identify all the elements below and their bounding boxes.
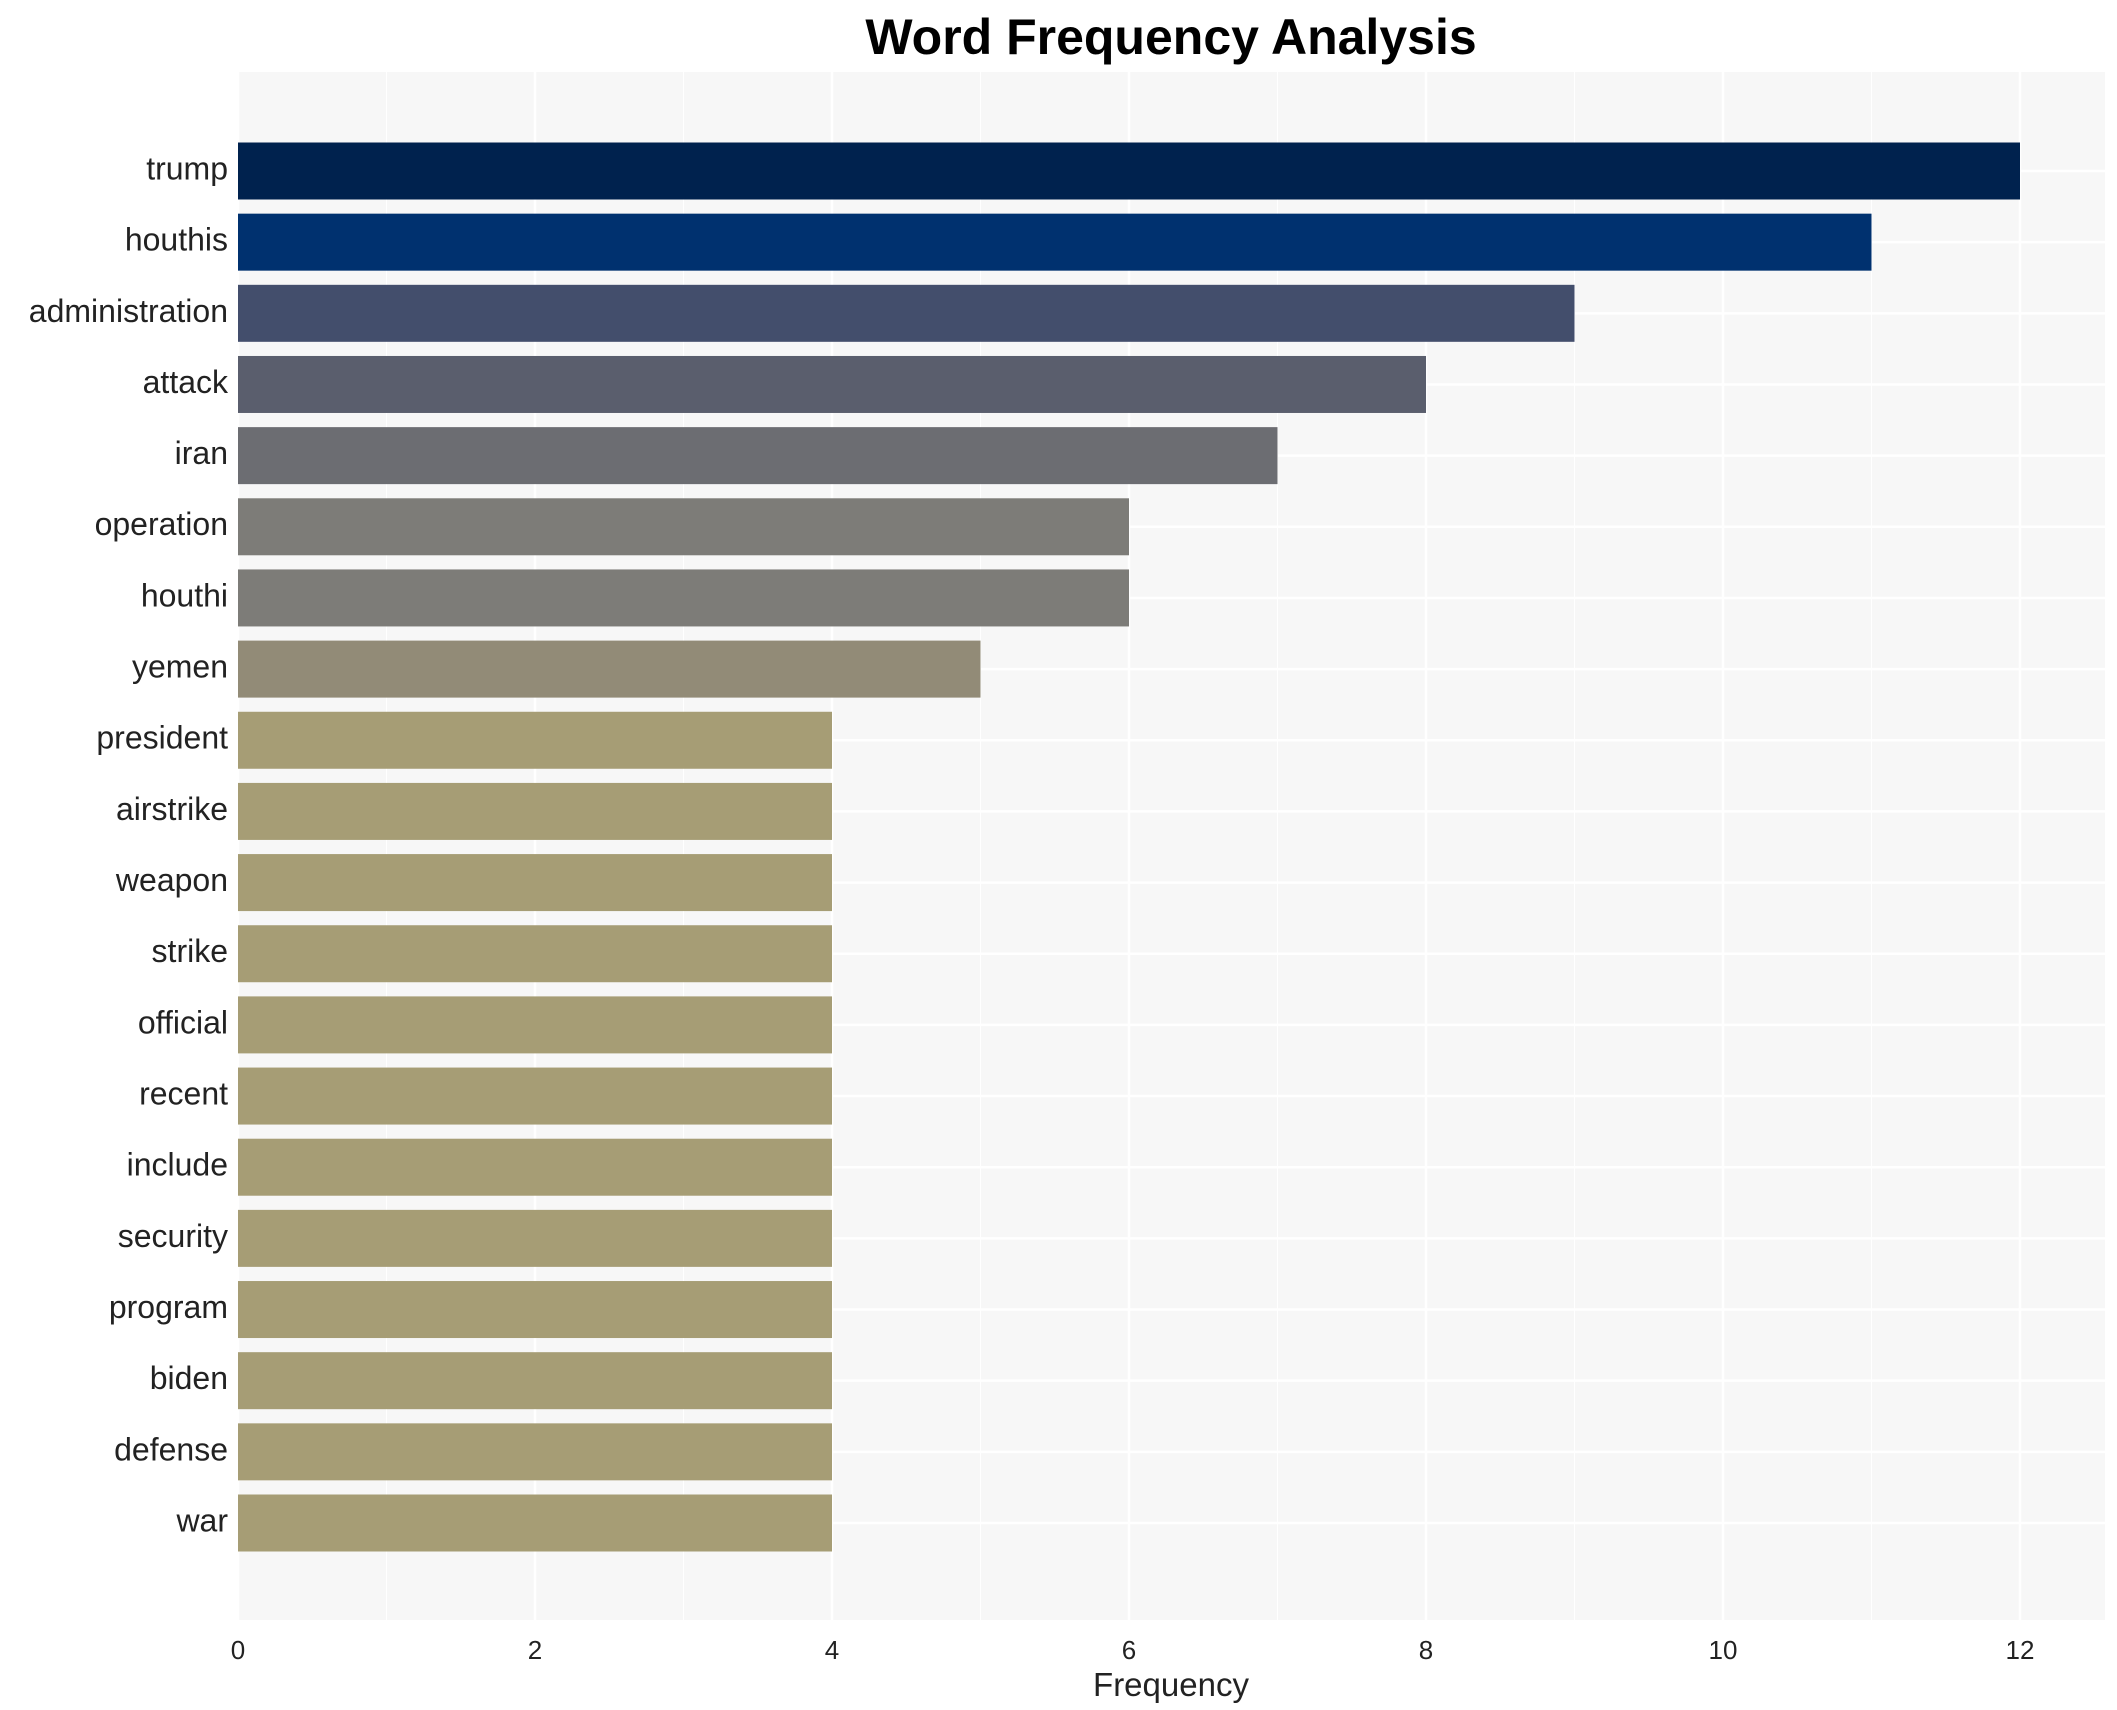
category-label-yemen: yemen (132, 649, 228, 685)
category-label-strike: strike (152, 933, 228, 969)
category-label-program: program (109, 1289, 228, 1325)
category-label-administration: administration (29, 293, 228, 329)
category-label-recent: recent (139, 1076, 228, 1112)
x-axis-title: Frequency (1093, 1666, 1249, 1703)
category-label-houthis: houthis (125, 222, 228, 258)
bar-weapon (238, 854, 832, 912)
bar-trump (238, 142, 2020, 200)
category-label-trump: trump (146, 150, 228, 186)
category-label-security: security (118, 1218, 228, 1254)
x-tick-label: 4 (825, 1635, 839, 1665)
bar-operation (238, 498, 1129, 556)
bar-war (238, 1494, 832, 1552)
category-label-include: include (127, 1147, 228, 1183)
category-label-airstrike: airstrike (116, 791, 228, 827)
bar-program (238, 1281, 832, 1339)
bar-airstrike (238, 782, 832, 840)
x-tick-label: 6 (1122, 1635, 1136, 1665)
x-tick-label: 12 (2006, 1635, 2035, 1665)
x-tick-label: 0 (231, 1635, 245, 1665)
bar-yemen (238, 640, 981, 698)
bar-recent (238, 1067, 832, 1125)
bar-administration (238, 284, 1575, 342)
bar-official (238, 996, 832, 1054)
bar-houthi (238, 569, 1129, 627)
bars (238, 142, 2020, 1552)
category-label-iran: iran (175, 435, 228, 471)
x-tick-label: 10 (1709, 1635, 1738, 1665)
category-label-war: war (175, 1502, 228, 1538)
category-label-weapon: weapon (115, 862, 228, 898)
chart-title: Word Frequency Analysis (865, 9, 1476, 65)
bar-iran (238, 427, 1278, 485)
x-tick-label: 8 (1419, 1635, 1433, 1665)
category-label-operation: operation (95, 506, 228, 542)
category-label-president: president (96, 720, 228, 756)
bar-strike (238, 925, 832, 983)
bar-include (238, 1138, 832, 1196)
category-label-biden: biden (150, 1360, 228, 1396)
x-tick-label: 2 (528, 1635, 542, 1665)
bar-president (238, 711, 832, 769)
category-label-official: official (138, 1004, 228, 1040)
bar-attack (238, 355, 1426, 413)
category-labels: trump houthis administration attack iran oper… (29, 150, 229, 1538)
bar-houthis (238, 213, 1872, 271)
category-label-houthi: houthi (141, 577, 228, 613)
category-label-defense: defense (114, 1431, 228, 1467)
bar-defense (238, 1423, 832, 1481)
bar-biden (238, 1352, 832, 1410)
category-label-attack: attack (143, 364, 229, 400)
x-tick-labels: 0 2 4 6 8 10 12 (231, 1635, 2035, 1665)
bar-security (238, 1209, 832, 1267)
